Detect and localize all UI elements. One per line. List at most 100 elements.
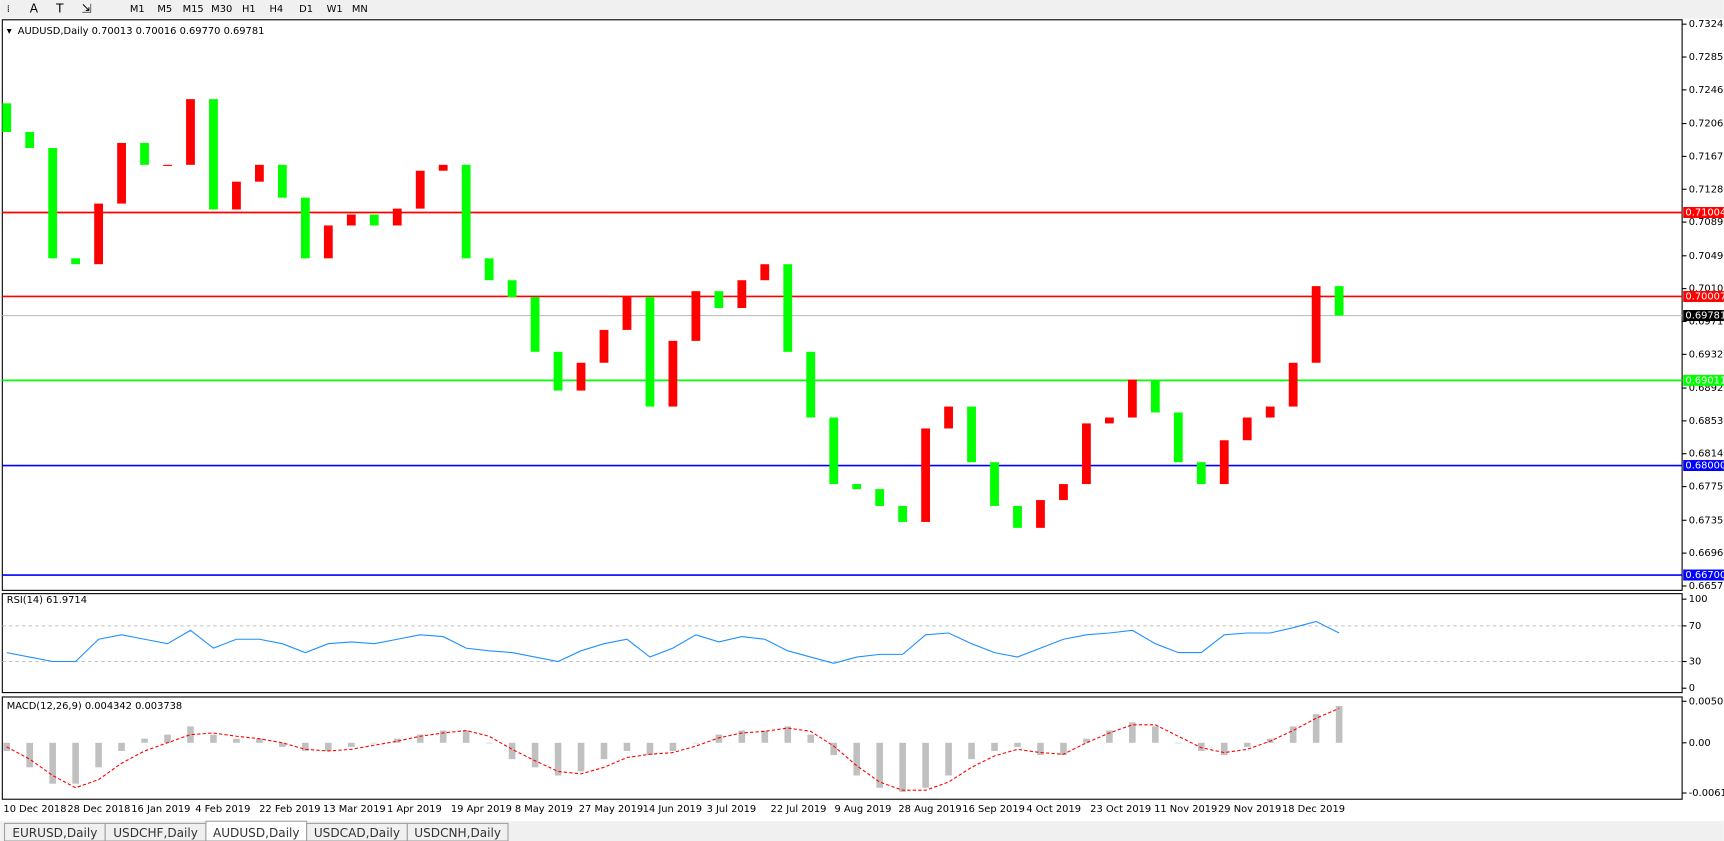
macd-bar <box>784 726 792 743</box>
candle-body <box>829 417 839 485</box>
x-tick-label: 16 Sep 2019 <box>962 804 1025 815</box>
macd-bar <box>485 742 493 744</box>
toolbar-icon[interactable]: ⇲ <box>81 1 91 15</box>
tab-label[interactable]: AUDUSD,Daily <box>213 826 300 840</box>
price-level-label: 0.68000 <box>1685 461 1724 472</box>
timeframe-button[interactable]: MN <box>352 4 368 15</box>
candle-body <box>783 264 793 352</box>
toolbar-icon[interactable]: T <box>55 1 64 15</box>
candle-body <box>990 462 999 506</box>
candle-body <box>300 197 310 259</box>
tab-label[interactable]: USDCNH,Daily <box>414 826 501 840</box>
price-level-tag <box>1683 374 1724 386</box>
timeframe-button[interactable]: D1 <box>299 4 313 15</box>
x-tick-label: 23 Oct 2019 <box>1090 804 1151 815</box>
candle-body <box>140 142 149 165</box>
macd-bar <box>1060 742 1067 756</box>
macd-bar <box>1106 730 1113 743</box>
candle-body <box>232 181 241 210</box>
price-level-tag <box>1683 310 1724 322</box>
price-level-tag <box>1683 207 1724 218</box>
macd-bar <box>49 742 56 784</box>
macd-title: MACD(12,26,9) 0.004342 0.003738 <box>7 701 183 712</box>
macd-bar <box>968 742 975 760</box>
candle-body <box>1288 362 1298 407</box>
timeframe-button[interactable]: M5 <box>157 4 172 15</box>
candle-body <box>1127 379 1137 418</box>
candle-body <box>48 147 58 259</box>
macd-bar <box>508 742 516 760</box>
candle-body <box>277 164 287 198</box>
chart-title: ▾ <box>7 26 12 37</box>
macd-bar <box>1014 742 1021 747</box>
toolbar-icon[interactable]: ⁞ <box>7 4 10 15</box>
candle-body <box>553 351 563 391</box>
macd-bar <box>26 742 33 768</box>
timeframe-button[interactable]: M15 <box>183 4 204 15</box>
tab-label[interactable]: EURUSD,Daily <box>12 826 97 840</box>
candle-body <box>645 297 655 407</box>
candle-body <box>714 291 724 309</box>
rsi-title: RSI(14) 61.9714 <box>7 595 87 606</box>
macd-bar <box>1152 726 1159 743</box>
macd-bar <box>715 734 723 743</box>
rsi-line <box>6 620 1340 664</box>
macd-bar <box>416 734 424 743</box>
macd-bar <box>118 742 125 751</box>
tab-label[interactable]: USDCAD,Daily <box>314 826 400 840</box>
price-level-label: 0.70007 <box>1685 291 1724 302</box>
toolbar-icon[interactable]: A <box>30 1 39 15</box>
macd-bar <box>256 738 263 743</box>
macd-bar <box>347 742 355 747</box>
y-tick-label: -0.00614 <box>1689 788 1724 799</box>
tab[interactable] <box>406 822 509 841</box>
candle-body <box>737 280 747 309</box>
timeframe-button[interactable]: H1 <box>242 4 256 15</box>
x-tick-label: 16 Jan 2019 <box>131 804 190 815</box>
x-tick-label: 19 Apr 2019 <box>451 804 512 815</box>
y-tick-label: 0 <box>1689 683 1695 694</box>
x-tick-label: 18 Dec 2019 <box>1282 804 1345 815</box>
x-tick-label: 28 Dec 2018 <box>67 804 130 815</box>
candle-body <box>1219 440 1229 485</box>
macd-bar <box>1083 738 1090 743</box>
timeframe-button[interactable]: M1 <box>130 4 145 15</box>
macd-bar <box>1312 714 1320 743</box>
macd-bar <box>991 742 998 751</box>
x-tick-label: 22 Feb 2019 <box>259 804 320 815</box>
x-tick-label: 10 Dec 2018 <box>3 804 66 815</box>
candle-body <box>599 329 609 363</box>
candle-body <box>967 406 976 463</box>
candle-body <box>392 208 402 226</box>
candle-body <box>898 505 908 522</box>
candle-body <box>507 280 517 298</box>
candle-body <box>415 170 425 209</box>
timeframe-button[interactable]: W1 <box>327 4 343 15</box>
x-tick-label: 14 Jun 2019 <box>643 804 702 815</box>
candle-body <box>2 103 12 132</box>
timeframe-button[interactable]: H4 <box>269 4 283 15</box>
macd-bar <box>370 742 378 744</box>
macd-bar <box>876 742 883 788</box>
candle-body <box>1104 417 1114 424</box>
candle-body <box>484 258 494 281</box>
price-level-tag <box>1683 460 1724 472</box>
timeframe-button[interactable]: M30 <box>211 4 232 15</box>
tab-label[interactable]: USDCHF,Daily <box>113 826 198 840</box>
y-tick-label: 30 <box>1689 657 1702 668</box>
candle-body <box>71 258 81 265</box>
macd-bar <box>899 742 906 792</box>
candle-body <box>1311 286 1321 363</box>
macd-bar <box>1220 742 1228 756</box>
candle-body <box>576 362 586 391</box>
candle-body <box>1059 484 1068 501</box>
candle-body <box>1036 500 1045 528</box>
